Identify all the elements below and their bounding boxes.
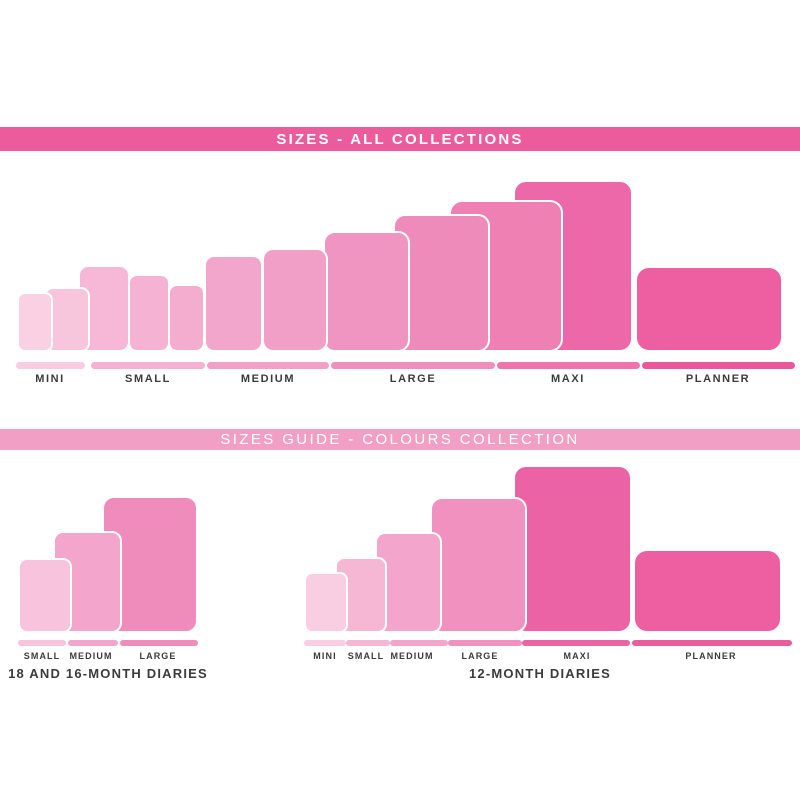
all-collections-banner: SIZES - ALL COLLECTIONS xyxy=(0,127,800,151)
all-book-small-2 xyxy=(128,274,170,352)
g12-size-bar-planner xyxy=(632,640,792,646)
g12-size-bar-medium xyxy=(390,640,448,646)
all-book-mini-1 xyxy=(17,292,53,352)
g12-book-mini xyxy=(304,572,348,633)
all-size-label-large: LARGE xyxy=(389,373,437,385)
all-book-large-1 xyxy=(323,231,410,352)
g12-size-label-medium: MEDIUM xyxy=(390,651,434,661)
g12-size-label-maxi: MAXI xyxy=(563,651,591,661)
all-size-bar-medium xyxy=(207,362,329,369)
all-size-bar-maxi xyxy=(497,362,640,369)
all-size-label-small: SMALL xyxy=(125,373,171,385)
g12-size-label-large: LARGE xyxy=(461,651,499,661)
g12-book-maxi xyxy=(513,465,632,633)
all-size-label-medium: MEDIUM xyxy=(240,373,296,385)
all-collections-banner-title: SIZES - ALL COLLECTIONS xyxy=(276,130,524,148)
g18-size-label-medium: MEDIUM xyxy=(69,651,113,661)
g12-size-bar-small xyxy=(346,640,390,646)
g18-size-bar-medium xyxy=(68,640,118,646)
g12-size-bar-large xyxy=(448,640,522,646)
caption-12-month-diaries: 12-MONTH DIARIES xyxy=(469,666,611,681)
all-book-medium-2 xyxy=(262,248,328,352)
all-size-bar-mini xyxy=(16,362,85,369)
all-book-planner xyxy=(635,266,783,352)
g18-size-bar-large xyxy=(120,640,198,646)
colours-collection-banner: SIZES GUIDE - COLOURS COLLECTION xyxy=(0,429,800,450)
g12-size-label-planner: PLANNER xyxy=(685,651,737,661)
all-book-medium-1 xyxy=(204,255,263,352)
all-size-label-mini: MINI xyxy=(35,373,65,385)
all-size-bar-planner xyxy=(642,362,795,369)
g12-size-bar-mini xyxy=(304,640,346,646)
g12-size-bar-maxi xyxy=(522,640,630,646)
g12-book-large xyxy=(430,497,527,633)
colours-collection-banner-title: SIZES GUIDE - COLOURS COLLECTION xyxy=(220,431,580,448)
caption-18-16-month-diaries: 18 AND 16-MONTH DIARIES xyxy=(8,666,208,681)
g18-size-label-small: SMALL xyxy=(23,651,61,661)
g18-size-label-large: LARGE xyxy=(139,651,177,661)
all-book-small-3 xyxy=(168,284,205,352)
g18-size-bar-small xyxy=(18,640,66,646)
all-size-label-maxi: MAXI xyxy=(551,373,585,385)
g18-book-small xyxy=(18,558,72,633)
all-size-bar-large xyxy=(331,362,495,369)
g12-size-label-mini: MINI xyxy=(313,651,337,661)
all-size-bar-small xyxy=(91,362,205,369)
g12-size-label-small: SMALL xyxy=(347,651,385,661)
g12-book-planner xyxy=(633,549,782,633)
all-size-label-planner: PLANNER xyxy=(685,373,751,385)
